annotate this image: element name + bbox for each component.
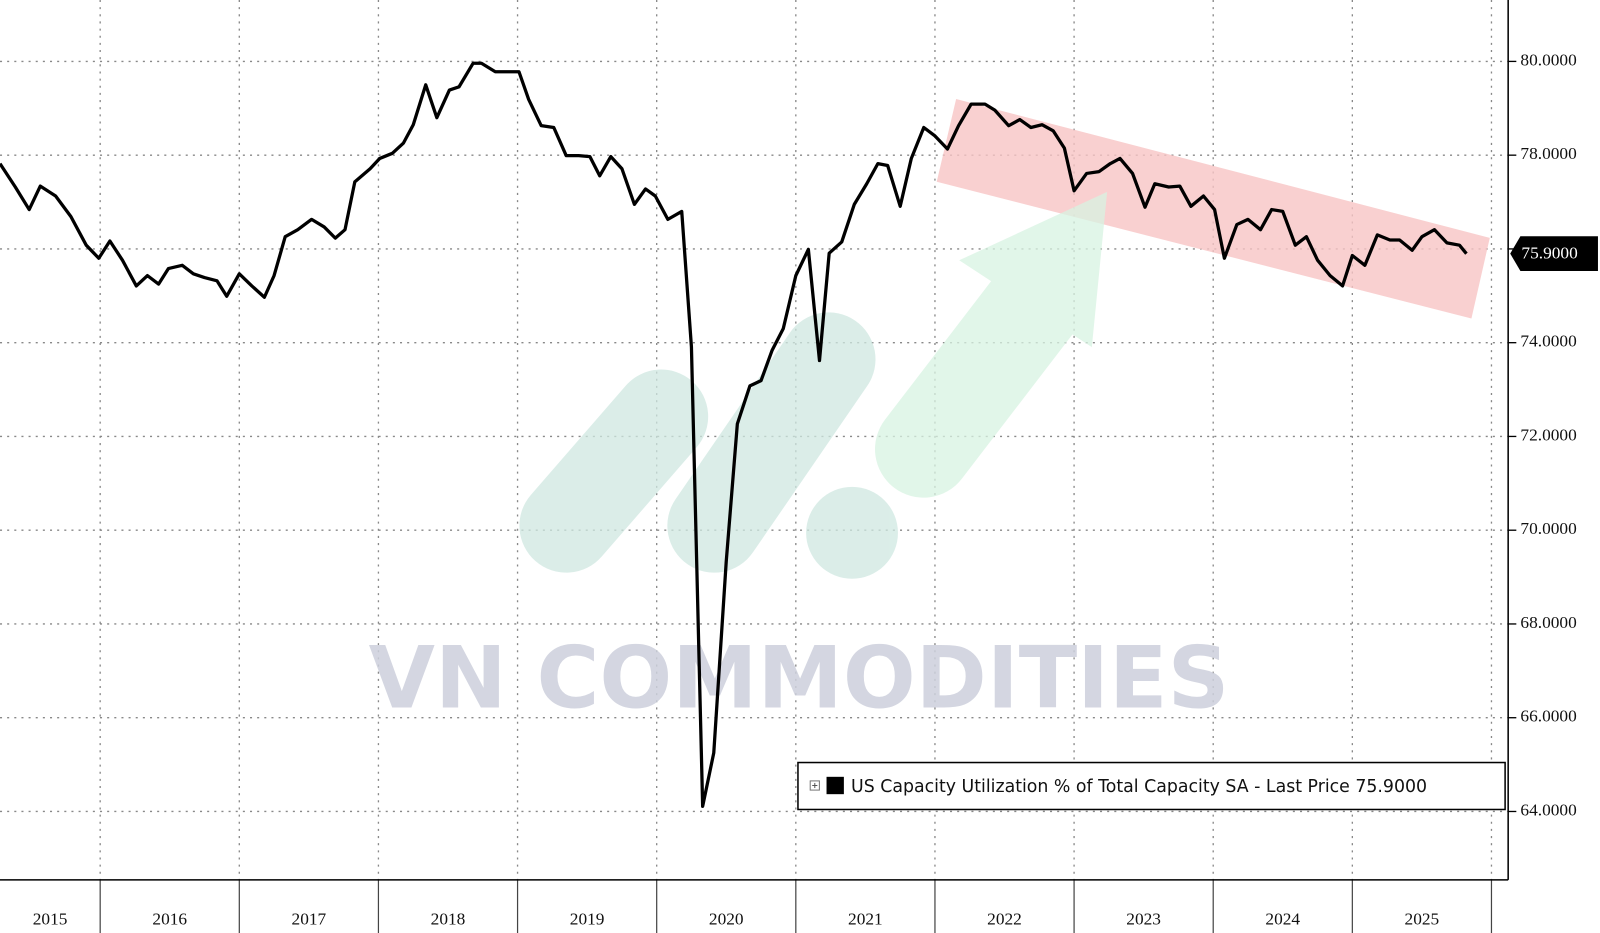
- y-tick-label: 66.0000: [1520, 707, 1577, 726]
- y-tick-label: 78.0000: [1520, 144, 1577, 163]
- legend-label: US Capacity Utilization % of Total Capac…: [851, 777, 1427, 797]
- x-tick-label: 2019: [570, 910, 605, 929]
- x-tick-label: 2024: [1265, 910, 1300, 929]
- logo-arrow: [875, 247, 1090, 498]
- x-tick-label: 2022: [987, 910, 1022, 929]
- legend: US Capacity Utilization % of Total Capac…: [797, 761, 1506, 811]
- data-layer: [0, 61, 1468, 808]
- y-tick-label: 72.0000: [1520, 425, 1577, 444]
- logo-bar: [667, 312, 876, 573]
- y-tick-label: 80.0000: [1520, 50, 1577, 69]
- y-tick-label: 70.0000: [1520, 519, 1577, 538]
- y-tick-label: 68.0000: [1520, 613, 1577, 632]
- logo-arrow-head: [959, 191, 1108, 348]
- x-tick-label: 2021: [848, 910, 883, 929]
- logo-dot: [806, 486, 898, 579]
- last-price-label: 75.9000: [1521, 244, 1578, 263]
- x-tick-label: 2015: [33, 910, 68, 929]
- last-price-tag: [1510, 236, 1598, 271]
- grid-layer: [0, 0, 1509, 880]
- logo-bar: [519, 369, 709, 573]
- watermark: VN COMMODITIES: [369, 628, 1230, 728]
- data-line: [0, 61, 1468, 808]
- y-tick-label: 64.0000: [1520, 800, 1577, 819]
- legend-swatch: [826, 776, 844, 795]
- x-tick-label: 2017: [292, 910, 327, 929]
- x-tick-label: 2020: [709, 910, 744, 929]
- legend-box: [797, 761, 1506, 811]
- x-tick-label: 2025: [1405, 910, 1440, 929]
- x-tick-label: 2018: [431, 910, 466, 929]
- y-tick-label: 74.0000: [1520, 332, 1577, 351]
- watermark-logo: [519, 191, 1108, 579]
- x-tick-label: 2023: [1126, 910, 1161, 929]
- x-tick-label: 2016: [152, 910, 187, 929]
